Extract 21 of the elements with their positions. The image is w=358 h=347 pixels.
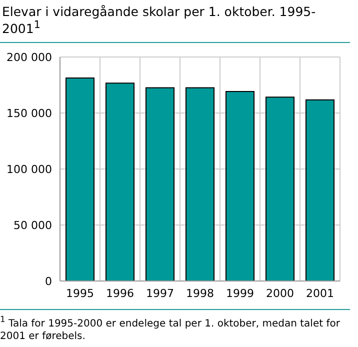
text: $^{1}$ Tala for 1995-2000 er endelege tal per 1. oktober, medan talet for 2001 er førebels. <box>0 313 341 344</box>
y-tick-label: 0 <box>45 275 52 288</box>
y-tick-label: 50 000 <box>14 219 52 232</box>
x-tick-label: 1996 <box>106 286 134 300</box>
y-tick-label: 200 000 <box>6 51 52 64</box>
x-tick-label: 1999 <box>226 286 254 300</box>
bar <box>66 78 94 282</box>
bar <box>266 96 294 282</box>
y-tick-label: 150 000 <box>6 107 52 120</box>
x-tick-label: 1997 <box>146 286 174 300</box>
bar <box>106 82 134 282</box>
bar <box>306 100 334 282</box>
bar <box>226 91 254 282</box>
y-tick-label: 100 000 <box>6 163 52 176</box>
bar <box>186 87 214 282</box>
x-tick-label: 2001 <box>306 286 334 300</box>
x-tick-label: 1995 <box>66 286 94 300</box>
x-tick-label: 2000 <box>266 286 294 300</box>
x-tick-label: 1998 <box>186 286 214 300</box>
chart-title: Elevar i vidaregåande skolar per 1. oktober. 1995-2001$^{1}$ <box>0 0 350 44</box>
bar <box>146 87 174 282</box>
